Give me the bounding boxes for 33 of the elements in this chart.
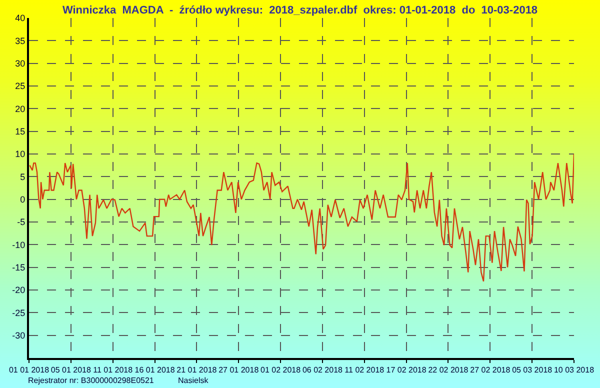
x-tick-label: 06 02 2018 xyxy=(302,366,344,375)
x-tick-label: 27 01 2018 xyxy=(218,366,260,375)
text: Nasielsk xyxy=(178,376,210,385)
y-tick-label: -30 xyxy=(12,330,26,340)
y-tick-label: 5 xyxy=(20,172,26,182)
x-tick-label: 11 01 2018 xyxy=(93,366,134,375)
y-tick-label: -20 xyxy=(12,285,26,296)
x-tick-label: 05 01 2018 xyxy=(50,366,92,375)
y-tick-label: 25 xyxy=(15,81,26,92)
y-tick-label: 40 xyxy=(15,13,26,24)
x-tick-label: 01 02 2018 xyxy=(260,366,302,375)
text: Rejestrator nr: B3000000298E0521 xyxy=(28,376,154,385)
x-tick-label: 17 02 2018 xyxy=(386,366,427,375)
x-tick-label: 27 02 2018 xyxy=(470,366,511,375)
x-tick-label: 22 02 2018 xyxy=(428,366,469,375)
y-tick-label: 15 xyxy=(15,126,26,136)
y-tick-label: -10 xyxy=(12,240,26,250)
chart-title: Winniczka MAGDA - źródło wykresu: 2018_szpaler.dbf okres: 01-01-2018 do 10-03-2018 xyxy=(62,4,538,17)
x-tick-label: 10 03 2018 xyxy=(554,366,595,375)
x-tick-label: 01 01 2018 xyxy=(8,366,50,375)
y-tick-label: 20 xyxy=(15,104,26,114)
y-tick-label: -25 xyxy=(12,308,26,318)
x-tick-label: 21 01 2018 xyxy=(176,366,218,375)
y-tick-label: 35 xyxy=(15,36,26,46)
x-tick-label: 05 03 2018 xyxy=(512,366,553,375)
y-tick-label: 10 xyxy=(15,149,26,160)
x-tick-label: 16 01 2018 xyxy=(134,366,176,375)
y-tick-label: -15 xyxy=(12,262,26,272)
y-tick-label: -5 xyxy=(17,217,26,228)
y-tick-label: 30 xyxy=(15,58,26,68)
line-series xyxy=(29,153,574,282)
x-tick-label: 11 02 2018 xyxy=(344,366,385,375)
y-tick-label: 0 xyxy=(20,194,26,204)
